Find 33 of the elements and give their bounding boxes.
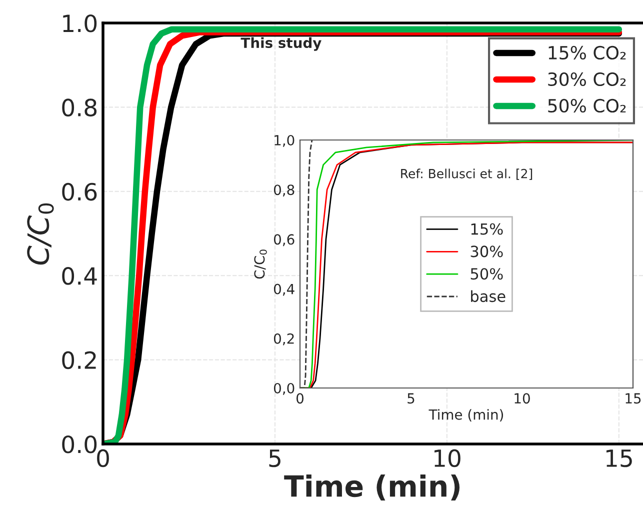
annotation: Ref: Bellusci et al. [2] [401,168,532,180]
legend-label: 30% CO₂ [548,72,626,86]
x-axis-title: Time (min) [284,474,460,500]
legend-label: 50% CO₂ [548,98,626,113]
x-tick-label: 5 [269,450,280,468]
y-tick-label: 0.0 [62,435,97,454]
x-tick-label: 10 [434,449,460,468]
y-tick-label: 0,8 [274,184,294,196]
y-axis-title: C/C$_{0}$ [27,203,54,265]
y-tick-label: 0.4 [62,267,97,285]
legend-label: base [471,290,506,302]
y-tick-label: 0.6 [62,182,97,201]
y-tick-label: 0.2 [62,351,96,370]
x-tick-label: 0 [296,393,304,404]
y-tick-label: 1,0 [274,134,294,147]
x-tick-label: 15 [626,393,641,404]
y-axis-title: C/C$_{0}$ [254,250,267,279]
y-tick-label: 0.8 [62,98,97,117]
legend-label: 50% [470,268,503,280]
annotation: This study [240,37,322,51]
y-tick-label: 1.0 [63,14,97,32]
x-tick-label: 15 [606,450,632,468]
y-tick-label: 0,4 [274,284,294,296]
y-tick-label: 0,6 [274,234,294,246]
x-tick-label: 5 [408,393,414,404]
y-tick-label: 0,0 [274,382,294,395]
legend-label: 15% [471,223,503,235]
x-axis-title: Time (min) [428,409,504,422]
legend-label: 15% CO₂ [548,46,626,60]
x-tick-label: 10 [514,393,530,404]
y-tick-label: 0,2 [274,333,294,346]
legend-label: 30% [470,246,503,258]
x-tick-label: 0 [97,449,109,468]
